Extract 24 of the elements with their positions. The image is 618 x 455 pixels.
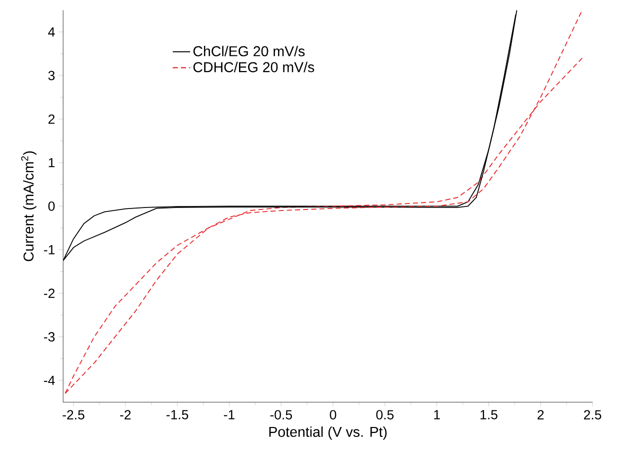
y-tick-label: 2: [48, 114, 55, 124]
x-tick-label: 2: [538, 410, 544, 420]
y-tick-label: 0: [48, 201, 55, 211]
x-tick-label: -1.5: [166, 410, 188, 420]
x-tick-label: -0.5: [270, 410, 292, 420]
y-tick-label: -2: [44, 288, 55, 298]
legend-label: CDHC/EG 20 mV/s: [193, 62, 314, 72]
y-tick-label: 4: [48, 27, 55, 36]
x-tick-label: -1: [224, 410, 234, 420]
y-tick-label: -1: [44, 245, 55, 254]
y-tick-label: 3: [48, 70, 55, 80]
x-tick-label: 0: [330, 410, 336, 420]
x-tick-label: 0.5: [376, 410, 394, 420]
y-tick-label: 1: [48, 158, 55, 168]
legend-label: ChCl/EG 20 mV/s: [193, 46, 305, 56]
y-tick-label: -4: [44, 376, 55, 385]
x-tick-label: 1.5: [480, 410, 498, 420]
x-axis-title: Potential (V vs. Pt): [269, 426, 387, 440]
x-tick-label: -2: [120, 410, 131, 420]
x-tick-label: 1: [434, 410, 440, 420]
y-axis-title: Current (mA/cm$^{2}$): [21, 151, 36, 262]
x-tick-label: -2.5: [62, 410, 84, 420]
y-tick-label: -3: [44, 332, 55, 342]
x-tick-label: 2.5: [584, 410, 602, 420]
